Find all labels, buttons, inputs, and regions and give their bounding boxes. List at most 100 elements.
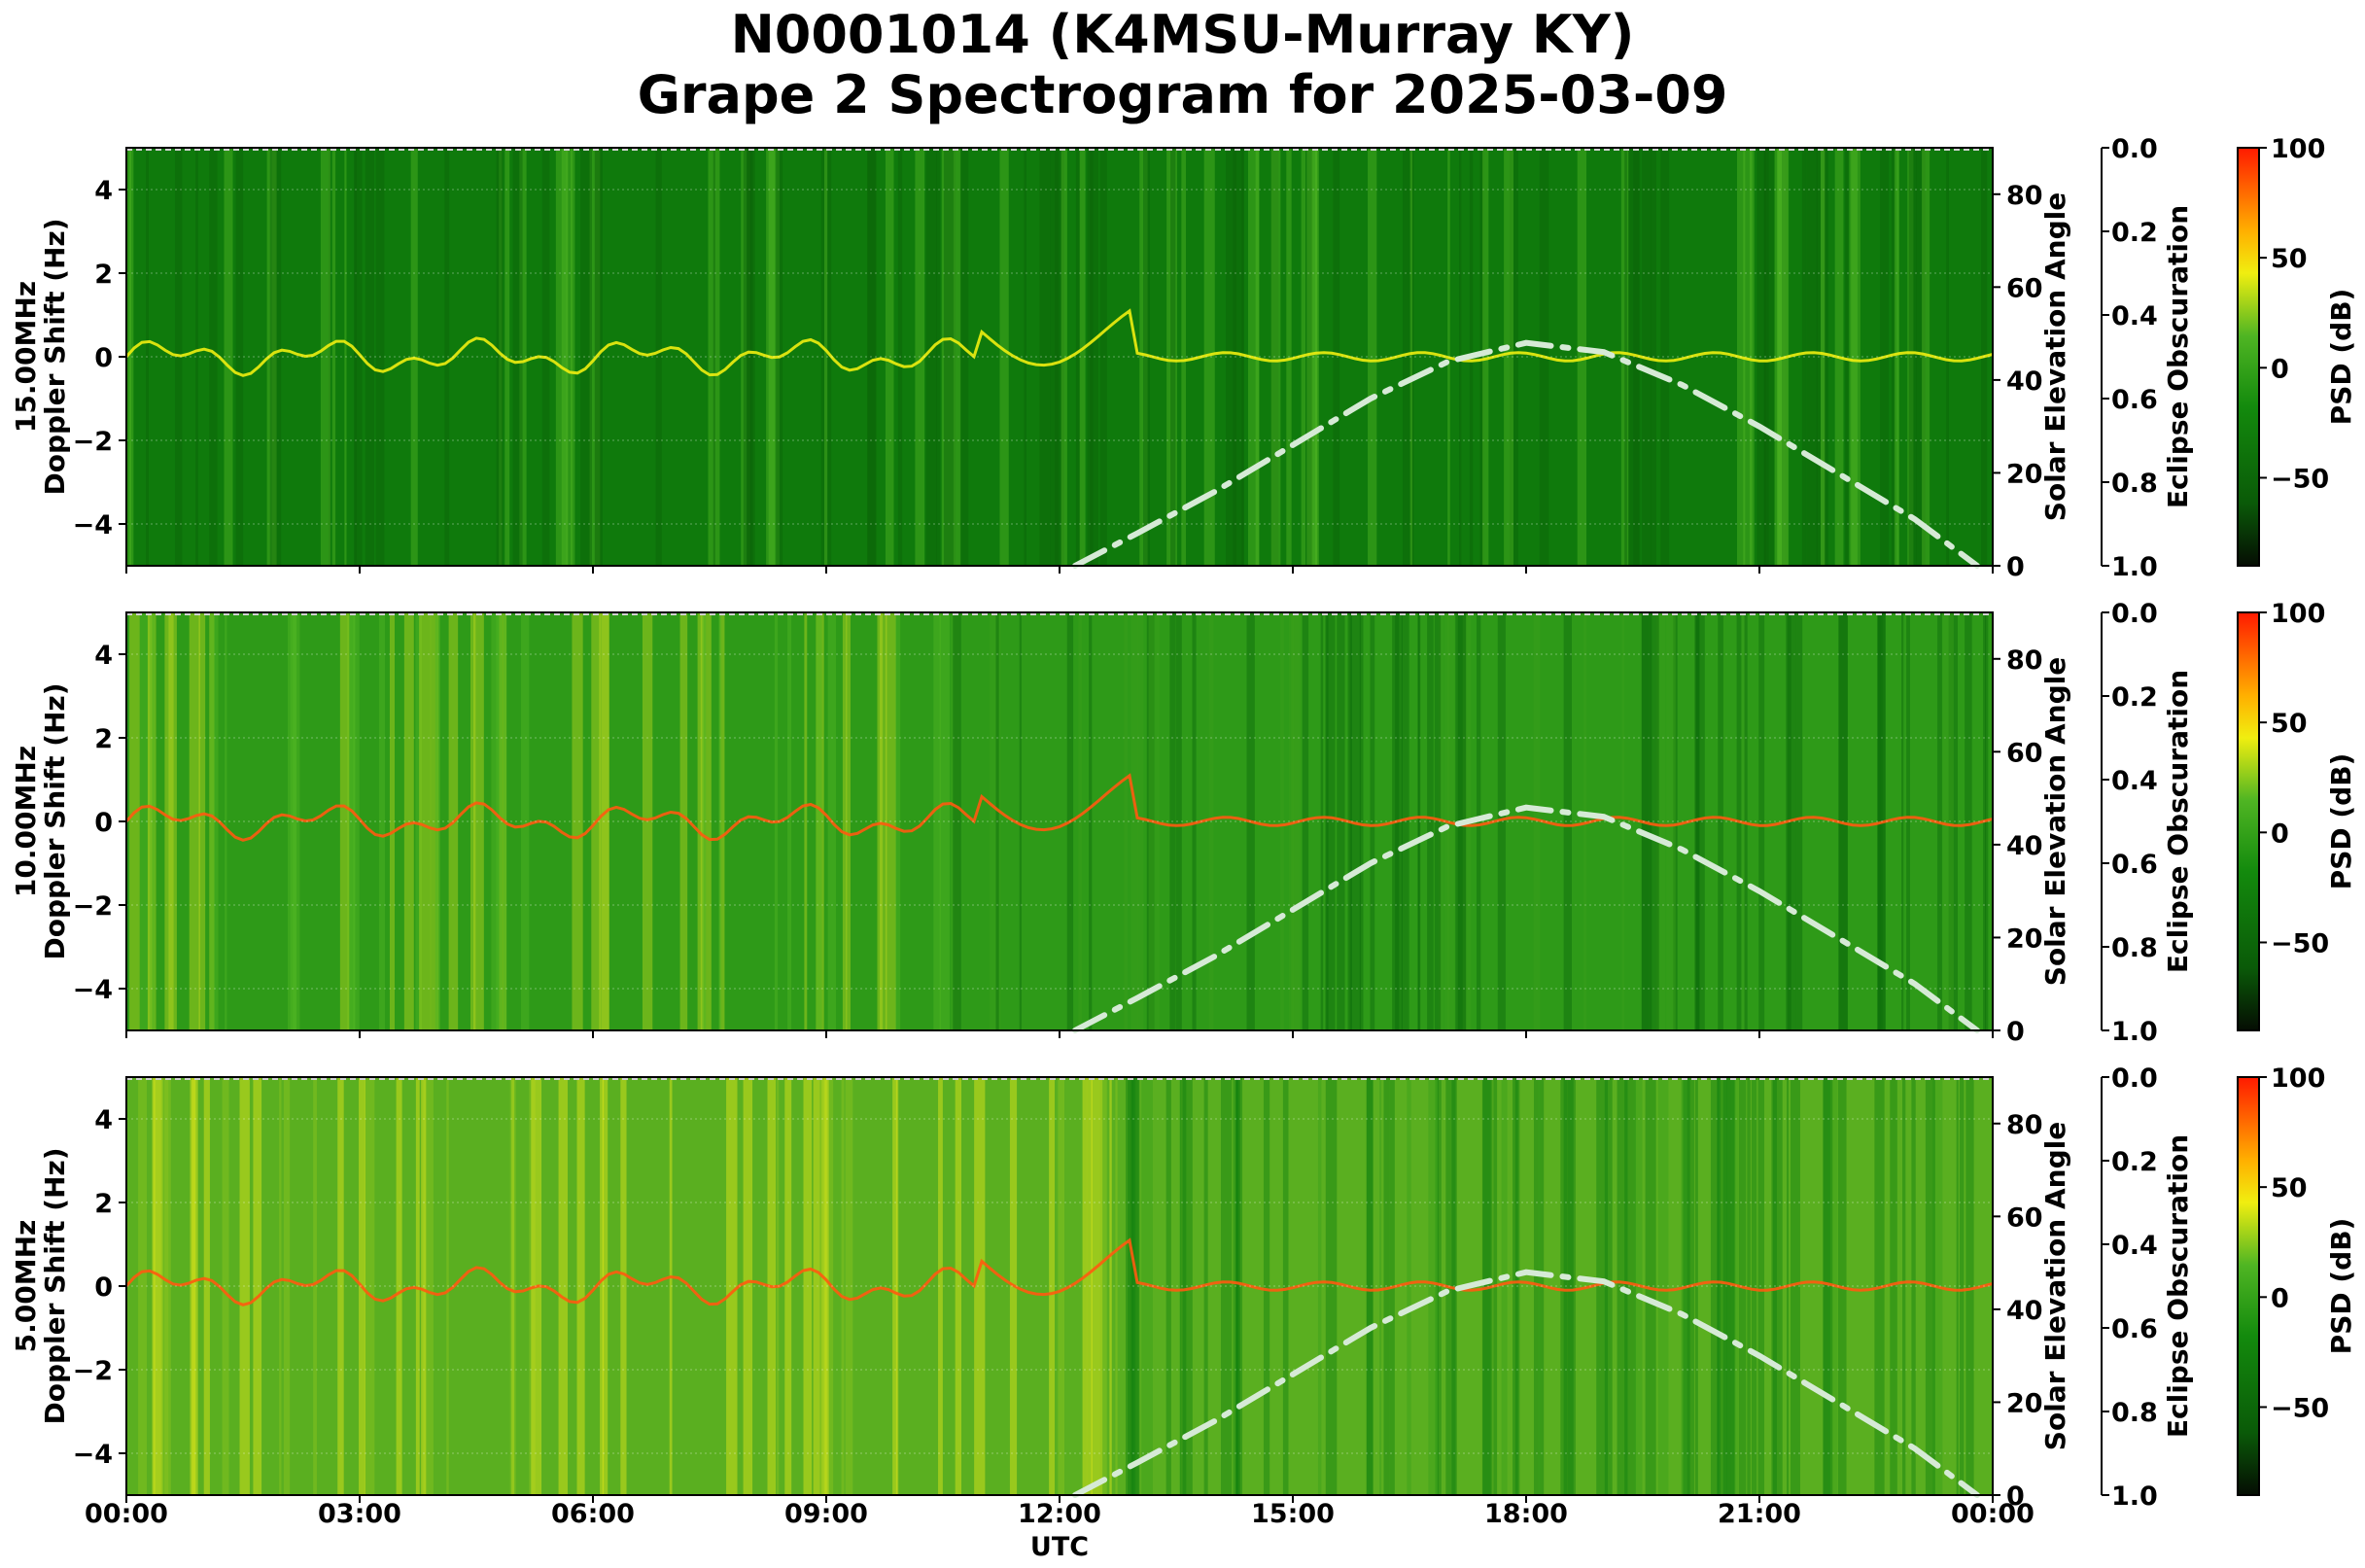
noise-streak — [896, 1077, 898, 1495]
obscuration-tick-label: 0.6 — [2111, 385, 2158, 415]
psd-tick-label: 100 — [2271, 134, 2325, 164]
y-tick-label: 0 — [94, 1272, 113, 1303]
noise-streak — [804, 612, 807, 1030]
psd-tick-label: 100 — [2271, 1063, 2325, 1094]
y-tick-label: 4 — [94, 641, 113, 671]
y-tick-label: 2 — [94, 260, 113, 290]
x-tick-label: 18:00 — [1484, 1499, 1568, 1529]
frequency-label: 5.00MHz — [10, 1220, 42, 1353]
y-axis-label: Doppler Shift (Hz) — [39, 682, 71, 959]
obscuration-tick-label: 0.4 — [2111, 766, 2158, 796]
x-tick-label: 15:00 — [1251, 1499, 1335, 1529]
psd-tick-label: 0 — [2271, 819, 2289, 849]
obscuration-tick-label: 0.2 — [2111, 682, 2158, 713]
y-tick-label: 2 — [94, 1189, 113, 1219]
y-tick-label: 2 — [94, 724, 113, 754]
obscuration-tick-label: 0.8 — [2111, 469, 2158, 499]
frequency-label: 15.00MHz — [10, 281, 42, 433]
y-tick-label: −2 — [73, 891, 113, 922]
obscuration-axis-label: Eclipse Obscuration — [2162, 670, 2194, 973]
obscuration-tick-label: 1.0 — [2111, 1017, 2158, 1047]
frequency-label: 10.00MHz — [10, 746, 42, 897]
obscuration-tick-label: 0.6 — [2111, 1314, 2158, 1344]
psd-tick-label: 50 — [2271, 244, 2308, 274]
y-tick-label: 4 — [94, 1105, 113, 1135]
elevation-tick-label: 80 — [2006, 1110, 2043, 1140]
elevation-tick-label: 40 — [2006, 1296, 2043, 1326]
elevation-tick-label: 20 — [2006, 459, 2043, 489]
psd-axis-label: PSD (dB) — [2325, 1218, 2357, 1355]
elevation-tick-label: 20 — [2006, 923, 2043, 954]
elevation-tick-label: 80 — [2006, 645, 2043, 676]
noise-streak — [1325, 612, 1335, 1030]
x-tick-label: 00:00 — [85, 1499, 168, 1529]
obscuration-tick-label: 0.0 — [2111, 134, 2158, 164]
noise-streak — [279, 1077, 281, 1495]
obscuration-axis-label: Eclipse Obscuration — [2162, 205, 2194, 508]
obscuration-tick-label: 0.2 — [2111, 1147, 2158, 1177]
noise-streak — [1115, 1077, 1117, 1495]
elevation-tick-label: 40 — [2006, 831, 2043, 861]
x-tick-label: 12:00 — [1018, 1499, 1101, 1529]
psd-tick-label: 50 — [2271, 1173, 2308, 1203]
y-tick-label: 0 — [94, 343, 113, 373]
psd-colorbar — [2238, 1077, 2259, 1495]
noise-streak — [332, 148, 335, 566]
elevation-axis-label: Solar Elevation Angle — [2039, 1122, 2071, 1450]
obscuration-tick-label: 1.0 — [2111, 552, 2158, 582]
y-axis-label: Doppler Shift (Hz) — [39, 218, 71, 495]
y-tick-label: 4 — [94, 176, 113, 206]
noise-streak — [1771, 1077, 1782, 1495]
x-tick-label: 21:00 — [1718, 1499, 1801, 1529]
elevation-tick-label: 0 — [2006, 552, 2025, 582]
obscuration-tick-label: 0.2 — [2111, 218, 2158, 248]
y-tick-label: −4 — [73, 1440, 113, 1470]
psd-axis-label: PSD (dB) — [2325, 289, 2357, 426]
noise-streak — [1965, 612, 1972, 1030]
panel-0: 420−2−415.00MHzDoppler Shift (Hz)8060402… — [10, 134, 2357, 582]
noise-streak — [1241, 148, 1243, 566]
obscuration-tick-label: 0.0 — [2111, 1063, 2158, 1094]
psd-axis-label: PSD (dB) — [2325, 753, 2357, 890]
y-tick-label: −4 — [73, 975, 113, 1005]
psd-colorbar — [2238, 148, 2259, 566]
noise-streak — [129, 612, 140, 1030]
psd-tick-label: −50 — [2271, 464, 2329, 494]
noise-streak — [926, 148, 937, 566]
elevation-axis-label: Solar Elevation Angle — [2039, 192, 2071, 521]
y-tick-label: −2 — [73, 1356, 113, 1386]
elevation-tick-label: 20 — [2006, 1388, 2043, 1418]
x-tick-label: 03:00 — [318, 1499, 401, 1529]
y-tick-label: −2 — [73, 427, 113, 457]
obscuration-tick-label: 0.8 — [2111, 933, 2158, 963]
x-axis-label: UTC — [1030, 1532, 1089, 1562]
elevation-tick-label: 40 — [2006, 366, 2043, 397]
psd-tick-label: 0 — [2271, 1283, 2289, 1313]
noise-streak — [270, 148, 281, 566]
elevation-tick-label: 60 — [2006, 273, 2043, 303]
noise-streak — [990, 612, 1001, 1030]
psd-colorbar — [2238, 612, 2259, 1030]
noise-streak — [1902, 1077, 1905, 1495]
obscuration-tick-label: 1.0 — [2111, 1481, 2158, 1512]
psd-tick-label: 50 — [2271, 709, 2308, 739]
psd-tick-label: −50 — [2271, 928, 2329, 958]
elevation-tick-label: 0 — [2006, 1017, 2025, 1047]
x-tick-label: 09:00 — [784, 1499, 868, 1529]
elevation-tick-label: 80 — [2006, 181, 2043, 211]
psd-tick-label: −50 — [2271, 1393, 2329, 1423]
noise-streak — [223, 1077, 229, 1495]
psd-tick-label: 100 — [2271, 599, 2325, 629]
y-axis-label: Doppler Shift (Hz) — [39, 1147, 71, 1424]
noise-streak — [1806, 148, 1818, 566]
x-tick-label: 00:00 — [1951, 1499, 2035, 1529]
obscuration-tick-label: 0.0 — [2111, 599, 2158, 629]
noise-streak — [1180, 1077, 1186, 1495]
obscuration-tick-label: 0.4 — [2111, 1231, 2158, 1261]
noise-streak — [1333, 148, 1339, 566]
elevation-axis-label: Solar Elevation Angle — [2039, 657, 2071, 986]
noise-streak — [1946, 148, 1949, 566]
